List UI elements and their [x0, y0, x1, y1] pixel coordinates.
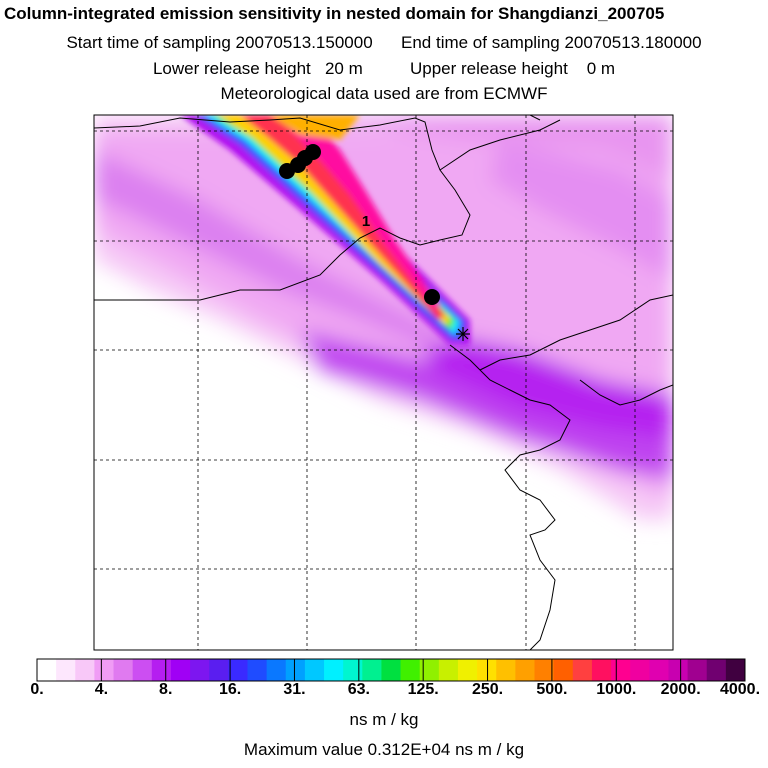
colorbar-label: 500. [536, 681, 568, 698]
colorbar-label: 4. [94, 681, 109, 698]
colorbar-swatch [649, 659, 669, 681]
release-heights: Lower release height 20 m Upper release … [0, 59, 768, 79]
colorbar-swatch [419, 659, 440, 681]
colorbar-swatch [572, 659, 593, 681]
colorbar [36, 658, 746, 682]
sampling-times: Start time of sampling 20070513.150000 E… [0, 33, 768, 53]
colorbar-swatch [400, 659, 421, 681]
colorbar-label: 63. [347, 681, 370, 698]
colorbar-swatch [75, 659, 95, 681]
colorbar-swatch [706, 659, 727, 681]
colorbar-swatch [343, 659, 363, 681]
colorbar-swatch [668, 659, 689, 681]
colorbar-label: 250. [471, 681, 504, 698]
colorbar-swatch [285, 659, 306, 681]
colorbar-swatch [438, 659, 459, 681]
colorbar-swatch [687, 659, 708, 681]
colorbar-swatch [611, 659, 631, 681]
coastline [94, 115, 673, 650]
grid-lines [94, 115, 673, 650]
colorbar-swatch [725, 659, 746, 681]
colorbar-swatch [515, 659, 536, 681]
colorbar-swatch [228, 659, 248, 681]
particle-marker [279, 163, 295, 179]
max-value-label: Maximum value 0.312E+04 ns m / kg [243, 740, 525, 759]
colorbar-swatch [324, 659, 344, 681]
colorbar-label: 2000. [660, 681, 701, 698]
colorbar-label: 125. [407, 681, 439, 698]
colorbar-swatch [113, 659, 134, 681]
colorbar-swatch [94, 659, 115, 681]
colorbar-swatch [457, 659, 478, 681]
lower-height-label: Lower release height 20 m [152, 59, 363, 78]
colorbar-swatch [496, 659, 516, 681]
colorbar-swatch [477, 659, 497, 681]
colorbar-label: 4000. [719, 681, 761, 698]
colorbar-swatch [151, 659, 172, 681]
colorbar-swatch [190, 659, 210, 681]
colorbar-swatch [534, 659, 555, 681]
colorbar-swatch [381, 659, 402, 681]
colorbar-label: 16. [218, 681, 242, 698]
colorbar-swatch [591, 659, 612, 681]
particle-markers [279, 144, 440, 305]
colorbar-swatch [170, 659, 191, 681]
upper-height-label: Upper release height 0 m [409, 59, 616, 78]
colorbar-label: 31. [283, 681, 306, 698]
colorbar-swatch [37, 659, 57, 681]
start-time-label: Start time of sampling 20070513.150000 [66, 33, 373, 52]
colorbar-swatch [362, 659, 382, 681]
colorbar-swatch [630, 659, 650, 681]
plume-label: 1 [362, 213, 370, 230]
colorbar-swatch [247, 659, 268, 681]
particle-marker [424, 289, 440, 305]
colorbar-label: 8. [159, 681, 173, 698]
colorbar-swatch [209, 659, 229, 681]
colorbar-frame [36, 658, 746, 682]
map-title: Column-integrated emission sensitivity i… [4, 4, 665, 23]
colorbar-swatch [304, 659, 325, 681]
map-field: 1 [94, 115, 673, 650]
met-data-label: Meteorological data used are from ECMWF [220, 84, 548, 103]
colorbar-swatch [266, 659, 287, 681]
colorbar-label: 0. [30, 681, 44, 698]
colorbar-swatch [132, 659, 153, 681]
colorbar-label: 1000. [596, 681, 637, 698]
colorbar-swatch [553, 659, 574, 681]
end-time-label: End time of sampling 20070513.180000 [401, 33, 702, 52]
colorbar-swatch [56, 659, 76, 681]
units-label: ns m / kg [349, 710, 419, 729]
map-frame [93, 114, 674, 651]
release-site-icon [456, 327, 470, 341]
